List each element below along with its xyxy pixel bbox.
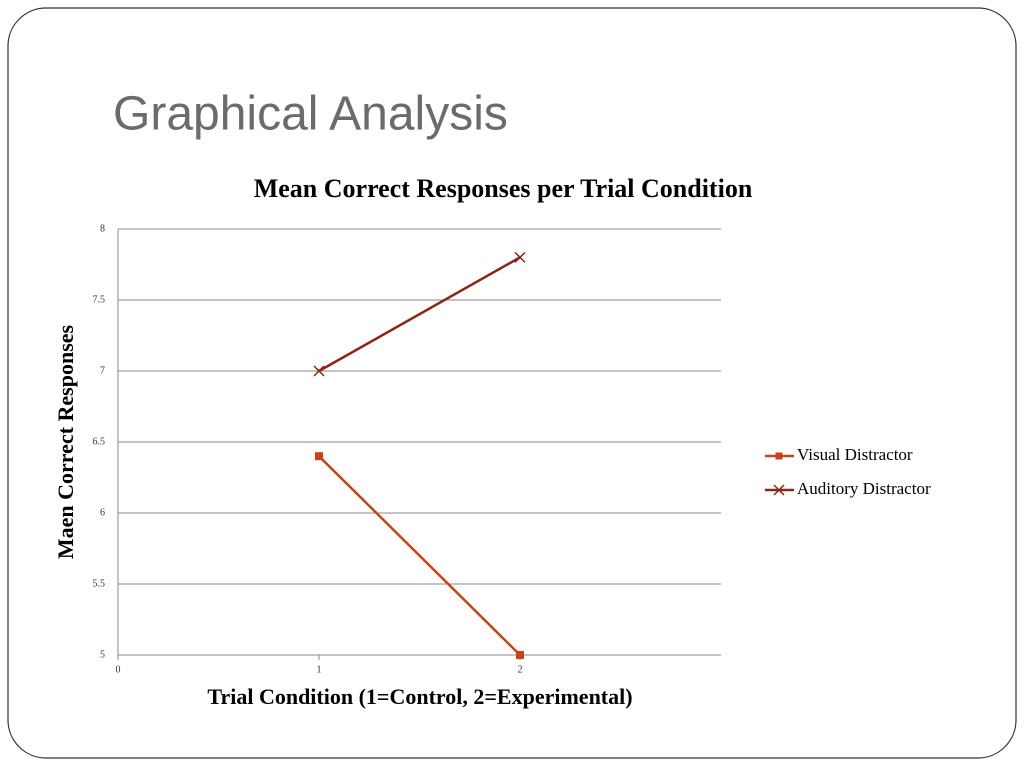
legend-label: Visual Distractor bbox=[797, 445, 913, 464]
marker bbox=[313, 365, 325, 377]
slide-frame bbox=[7, 7, 1017, 759]
legend-marker bbox=[773, 484, 785, 496]
y-tick-label: 5 bbox=[100, 649, 105, 660]
series-line bbox=[318, 455, 521, 656]
y-axis-label: Maen Correct Responses bbox=[53, 324, 78, 559]
y-tick-label: 6 bbox=[100, 507, 105, 518]
y-tick-label: 5.5 bbox=[93, 578, 106, 589]
x-tick-label: 0 bbox=[116, 664, 121, 675]
legend-marker bbox=[775, 452, 783, 460]
marker bbox=[516, 651, 524, 659]
series-line bbox=[318, 256, 521, 373]
chart-title: Mean Correct Responses per Trial Conditi… bbox=[254, 174, 753, 203]
marker bbox=[315, 452, 323, 461]
x-tick-label: 1 bbox=[317, 664, 322, 675]
y-tick-label: 7.5 bbox=[93, 294, 106, 305]
y-tick-label: 8 bbox=[100, 223, 105, 234]
slide-title: Graphical Analysis bbox=[113, 88, 508, 141]
x-axis-label: Trial Condition (1=Control, 2=Experiment… bbox=[207, 684, 632, 709]
x-tick-label: 2 bbox=[518, 664, 523, 675]
y-tick-label: 6.5 bbox=[93, 436, 106, 447]
y-tick-label: 7 bbox=[100, 365, 105, 376]
marker bbox=[514, 251, 526, 263]
legend-label: Auditory Distractor bbox=[797, 479, 931, 498]
